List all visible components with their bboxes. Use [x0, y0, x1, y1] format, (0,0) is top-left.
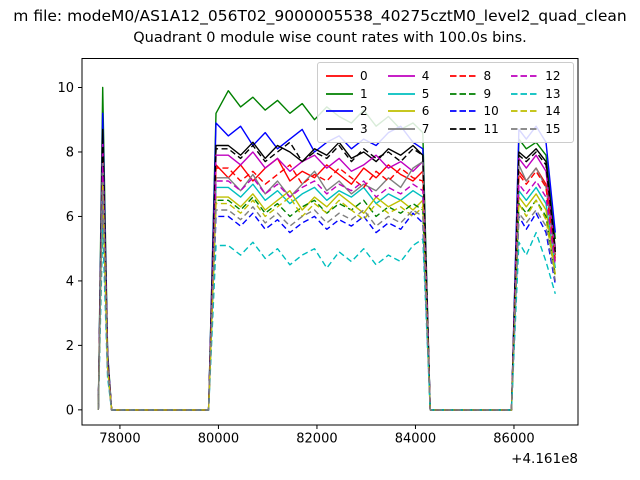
legend-line-sample	[449, 75, 477, 77]
legend-entry-15: 15	[511, 120, 565, 138]
y-tick-label: 2	[66, 339, 74, 354]
legend-line-sample	[326, 75, 353, 77]
legend-label: 8	[483, 68, 492, 83]
figure-title: m file: modeM0/AS1A12_056T02_9000005538_…	[13, 7, 627, 25]
series-line-14	[97, 183, 556, 411]
legend-entry-11: 11	[449, 120, 504, 138]
legend-line-sample	[511, 75, 539, 77]
series-line-11	[97, 135, 556, 411]
series-line-13	[97, 228, 556, 411]
legend-line-sample	[511, 110, 539, 113]
legend-label: 7	[421, 122, 430, 137]
y-tick-label: 10	[57, 81, 74, 96]
legend-label: 2	[360, 104, 368, 119]
legend-entry-1: 1	[326, 85, 380, 103]
legend-entry-7: 7	[387, 120, 442, 138]
legend-entry-8: 8	[449, 67, 504, 85]
legend-line-sample	[387, 92, 415, 95]
legend-entry-10: 10	[449, 103, 504, 121]
legend-label: 0	[360, 68, 368, 83]
legend-label: 5	[421, 86, 430, 101]
y-tick-label: 0	[66, 403, 74, 418]
legend-line-sample	[387, 110, 415, 113]
y-tick-label: 8	[66, 145, 74, 160]
x-tick-label: 82000	[296, 432, 337, 447]
legend-label: 6	[421, 104, 430, 119]
legend-line-sample	[449, 128, 477, 130]
legend-line-sample	[511, 128, 539, 130]
legend-line-sample	[387, 75, 415, 77]
legend-entry-5: 5	[387, 85, 442, 103]
legend-line-sample	[449, 92, 477, 95]
legend-line-sample	[326, 92, 353, 95]
plot-frame	[81, 58, 579, 426]
legend-line-sample	[449, 110, 477, 113]
legend-label: 4	[421, 68, 430, 83]
series-line-7	[97, 157, 556, 411]
series-line-4	[97, 141, 556, 411]
x-tick-label: 84000	[395, 432, 436, 447]
legend-entry-14: 14	[511, 103, 565, 121]
legend-entry-6: 6	[387, 103, 442, 121]
legend-label: 14	[545, 104, 561, 119]
legend-entry-12: 12	[511, 67, 565, 85]
legend-line-sample	[326, 110, 353, 113]
y-tick-label: 4	[66, 274, 74, 289]
series-line-12	[97, 164, 556, 411]
series-group	[97, 86, 556, 411]
legend-label: 13	[545, 86, 561, 101]
y-tick-label: 6	[66, 210, 74, 225]
series-line-5	[97, 167, 556, 411]
series-line-3	[97, 128, 556, 411]
x-axis-offset-label: +4.161e8	[511, 451, 578, 467]
legend-label: 10	[483, 104, 499, 119]
legend-line-sample	[326, 128, 353, 130]
legend-entry-4: 4	[387, 67, 442, 85]
series-line-10	[97, 199, 556, 411]
legend-entry-0: 0	[326, 67, 380, 85]
axes-title: Quadrant 0 module wise count rates with …	[133, 30, 527, 46]
legend-entry-2: 2	[326, 103, 380, 121]
legend-label: 1	[360, 86, 368, 101]
legend-label: 15	[545, 122, 561, 137]
legend-entry-13: 13	[511, 85, 565, 103]
legend-label: 9	[483, 86, 492, 101]
legend-line-sample	[387, 128, 415, 130]
legend-box: 0 1 2 3 4 5 6 7 8 9 10 11 12 13 14 15	[317, 62, 574, 143]
x-tick-label: 86000	[493, 432, 534, 447]
legend-entry-3: 3	[326, 120, 380, 138]
legend-label: 11	[483, 122, 499, 137]
x-tick-label: 80000	[198, 432, 239, 447]
legend-line-sample	[511, 92, 539, 95]
legend-entry-9: 9	[449, 85, 504, 103]
x-tick-label: 78000	[99, 432, 140, 447]
legend-label: 12	[545, 68, 561, 83]
series-line-9	[97, 183, 556, 411]
legend-label: 3	[360, 122, 368, 137]
series-line-15	[97, 189, 556, 411]
